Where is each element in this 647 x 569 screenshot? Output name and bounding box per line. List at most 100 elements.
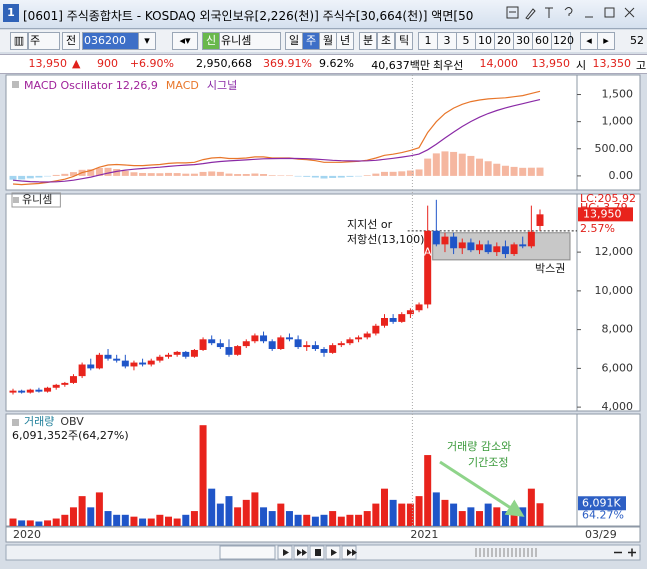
annotation: 기간조정 xyxy=(468,456,508,469)
volume-bar xyxy=(61,514,69,526)
volume-bar xyxy=(424,455,432,526)
toolbar-button[interactable]: 120 xyxy=(551,32,574,50)
toolbar-button[interactable]: 초 xyxy=(377,32,395,50)
layout-button[interactable]: ▥ xyxy=(10,32,28,50)
oscillator-bar xyxy=(484,161,492,176)
y-tick-label: 1,500 xyxy=(602,88,634,101)
volume-bar xyxy=(26,520,34,526)
candle-body xyxy=(303,345,311,348)
volume-bar xyxy=(467,507,475,526)
panel-title-box xyxy=(11,192,61,208)
badge: 신 xyxy=(202,32,220,50)
date-label: 03/29 xyxy=(585,528,617,541)
oscillator-bar xyxy=(285,175,293,177)
oscillator-bar xyxy=(501,165,509,176)
oscillator-bar xyxy=(329,175,337,178)
x-tick-label: 2020 xyxy=(13,528,41,541)
toolbar-button[interactable]: 월 xyxy=(319,32,337,50)
oscillator-bar xyxy=(406,170,414,176)
legend-icon xyxy=(13,197,19,203)
candle-body xyxy=(346,339,354,344)
volume-bar xyxy=(87,507,95,526)
legend-icon xyxy=(12,81,19,88)
toolbar-button[interactable]: 틱 xyxy=(395,32,413,50)
oscillator-bar xyxy=(190,173,198,176)
quote-row: 13,950 ▲ 900 +6.90% 2,950,668 369.91% 9.… xyxy=(0,54,647,74)
candle-body xyxy=(156,356,164,361)
indicator-line xyxy=(12,99,541,183)
open-label: 시 xyxy=(576,59,587,72)
volume-bar xyxy=(432,492,440,526)
oscillator-bar xyxy=(165,172,173,176)
candle-body xyxy=(182,351,190,357)
legend-label: 거래량 xyxy=(24,415,54,428)
volume-tag-label: 6,091K xyxy=(582,496,621,509)
range-button[interactable]: 전 xyxy=(62,32,80,50)
x-tick-label: 2021 xyxy=(410,528,438,541)
oscillator-bar xyxy=(139,172,147,176)
volume-bar xyxy=(234,507,242,526)
stock-name: 유니셈 xyxy=(219,32,281,50)
toolbar-button[interactable]: 60 xyxy=(532,32,552,50)
toolbar-button[interactable]: 3 xyxy=(437,32,457,50)
toolbar-button[interactable]: 20 xyxy=(494,32,514,50)
volume-bar xyxy=(69,507,77,526)
candle-body xyxy=(18,390,26,393)
window-icons[interactable] xyxy=(505,5,641,21)
volume-bar xyxy=(458,511,466,526)
sound-button[interactable]: ◂▾ xyxy=(172,32,198,50)
volume-bar xyxy=(329,511,337,526)
oscillator-bar xyxy=(415,169,423,176)
volume-bar xyxy=(527,488,535,526)
volume-bar xyxy=(78,496,86,526)
y-tick-label: 500.00 xyxy=(595,142,634,155)
next-button[interactable]: ▸ xyxy=(597,32,615,50)
code-input[interactable]: 036200 xyxy=(82,32,140,50)
toolbar-button[interactable]: 분 xyxy=(359,32,377,50)
toolbar-button[interactable]: 년 xyxy=(336,32,354,50)
code-dropdown[interactable]: ▾ xyxy=(138,32,156,50)
toolbar-button[interactable]: 30 xyxy=(513,32,533,50)
volume-bar xyxy=(95,492,103,526)
candle-body xyxy=(173,351,181,355)
volume-bar xyxy=(501,511,509,526)
candle-body xyxy=(35,389,43,392)
volume-bar xyxy=(52,518,60,526)
oscillator-bar xyxy=(35,175,43,178)
candle-body xyxy=(536,214,544,226)
scroll-bar[interactable] xyxy=(5,544,641,561)
candle-body xyxy=(519,244,527,247)
y-tick-label: 12,000 xyxy=(595,245,634,258)
oscillator-bar xyxy=(519,167,527,176)
oscillator-bar xyxy=(9,175,17,180)
volume-bar xyxy=(285,511,293,526)
period-unit-select[interactable]: 주 xyxy=(28,32,60,50)
price-tag xyxy=(578,207,633,222)
candle-body xyxy=(363,333,371,338)
toolbar-button[interactable]: 10 xyxy=(475,32,495,50)
candle-body xyxy=(104,354,112,359)
candle-body xyxy=(251,335,259,342)
volume-bar xyxy=(380,488,388,526)
oscillator-bar xyxy=(441,151,449,176)
candle-body xyxy=(320,349,328,353)
volume-bar xyxy=(35,521,43,526)
volume-bar xyxy=(225,496,233,526)
toolbar-button[interactable]: 주 xyxy=(302,32,320,50)
volume-bar xyxy=(173,518,181,526)
volume-bar xyxy=(406,503,414,526)
window-icon: 1 xyxy=(3,4,19,22)
oscillator-bar xyxy=(536,167,544,176)
toolbar-button[interactable]: 5 xyxy=(456,32,476,50)
volume-bar xyxy=(441,499,449,526)
candle-body xyxy=(9,390,17,393)
prev-button[interactable]: ◂ xyxy=(580,32,598,50)
oscillator-bar xyxy=(294,175,302,177)
toolbar-button[interactable]: 1 xyxy=(418,32,438,50)
toolbar-button[interactable]: 일 xyxy=(285,32,303,50)
legend-icon xyxy=(12,419,19,426)
candle-body xyxy=(147,360,155,365)
candle-body xyxy=(389,318,397,322)
ask: 14,000 xyxy=(479,57,519,70)
